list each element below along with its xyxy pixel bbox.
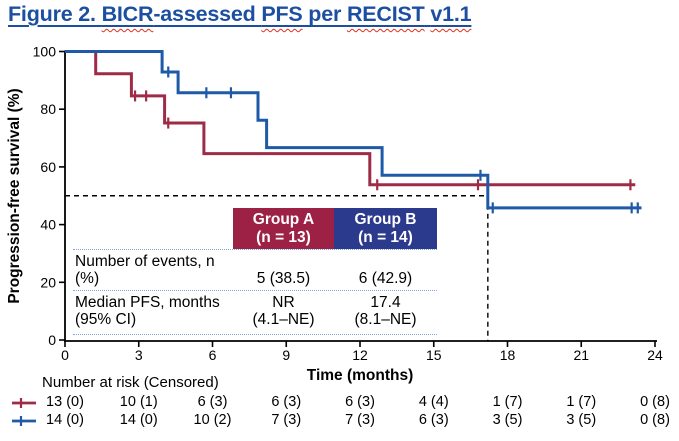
at-risk-value: 7 (3) bbox=[345, 412, 375, 428]
curve-marker-icon bbox=[12, 398, 36, 408]
group-a-name: Group A bbox=[252, 210, 315, 228]
stats-row-median-pfs: Median PFS, months (95% CI) NR (4.1–NE) … bbox=[73, 291, 437, 335]
stats-header-group-a: Group A (n = 13) bbox=[233, 208, 334, 249]
stats-row-events: Number of events, n (%) 5 (38.5) 6 (42.9… bbox=[73, 250, 437, 291]
x-tick-label: 0 bbox=[61, 347, 69, 363]
group-b-n: (n = 14) bbox=[358, 228, 413, 246]
y-tick-label: 0 bbox=[48, 332, 56, 348]
y-axis-label: Progression-free survival (%) bbox=[6, 88, 23, 303]
at-risk-value: 7 (3) bbox=[271, 412, 302, 428]
title-word: Figure 2. bbox=[8, 2, 102, 26]
at-risk-value: 6 (3) bbox=[197, 394, 228, 410]
title-word: per bbox=[302, 2, 347, 26]
page-title: Figure 2. BICR-assessed PFS per RECIST v… bbox=[8, 2, 472, 27]
title-word-misspelled: PFS bbox=[261, 2, 303, 26]
y-tick-label: 60 bbox=[40, 159, 56, 175]
number-at-risk-label: Number at risk (Censored) bbox=[42, 374, 219, 391]
x-tick-label: 15 bbox=[426, 347, 442, 363]
at-risk-value: 6 (3) bbox=[271, 394, 302, 410]
y-tick-label: 40 bbox=[40, 217, 56, 233]
title-word-misspelled: RECIST bbox=[346, 2, 425, 26]
title-word: -assessed bbox=[153, 2, 262, 26]
at-risk-value: 0 (8) bbox=[640, 412, 670, 428]
at-risk-value: 13 (0) bbox=[46, 394, 84, 410]
stats-header-group-b: Group B (n = 14) bbox=[334, 208, 437, 249]
at-risk-value: 4 (4) bbox=[418, 394, 449, 410]
title-word-misspelled: v1.1 bbox=[430, 2, 472, 26]
median-value-group-a: NR (4.1–NE) bbox=[252, 294, 315, 328]
at-risk-value: 6 (3) bbox=[418, 412, 449, 428]
curve-marker-icon bbox=[12, 416, 36, 426]
at-risk-value: 3 (5) bbox=[566, 412, 597, 428]
x-tick-label: 24 bbox=[647, 347, 663, 363]
group-b-name: Group B bbox=[354, 210, 417, 228]
x-tick-label: 9 bbox=[282, 347, 290, 363]
at-risk-value: 0 (8) bbox=[640, 394, 670, 410]
x-tick-label: 3 bbox=[135, 347, 143, 363]
median-row-label: Median PFS, months (95% CI) bbox=[75, 294, 220, 328]
at-risk-value: 1 (7) bbox=[566, 394, 597, 410]
at-risk-row-group-b: 14 (0) 14 (0) 10 (2) 7 (3) 7 (3) 6 (3) 3 (5) 3 … bbox=[0, 412, 679, 430]
at-risk-value: 14 (0) bbox=[119, 412, 158, 428]
at-risk-value: 6 (3) bbox=[345, 394, 375, 410]
at-risk-value: 10 (2) bbox=[193, 412, 232, 428]
events-row-label: Number of events, n (%) bbox=[75, 253, 215, 287]
at-risk-row-group-a: 13 (0) 10 (1) 6 (3) 6 (3) 6 (3) 4 (4) 1 (7) 1 (… bbox=[0, 394, 679, 412]
x-tick-label: 18 bbox=[500, 347, 516, 363]
group-a-n: (n = 13) bbox=[256, 228, 311, 246]
events-value-group-b: 6 (42.9) bbox=[358, 270, 413, 287]
km-curve-group-b bbox=[65, 50, 642, 210]
title-word-misspelled: BICR bbox=[101, 2, 154, 26]
at-risk-value: 10 (1) bbox=[119, 394, 158, 410]
km-curve-group-a bbox=[65, 50, 636, 187]
y-tick-label: 100 bbox=[33, 44, 57, 60]
x-axis-label: Time (months) bbox=[307, 367, 414, 384]
at-risk-value: 3 (5) bbox=[492, 412, 523, 428]
stats-table-header-row: Group A (n = 13) Group B (n = 14) bbox=[73, 208, 437, 250]
y-tick-label: 80 bbox=[40, 101, 56, 117]
x-tick-label: 21 bbox=[573, 347, 589, 363]
at-risk-value: 14 (0) bbox=[46, 412, 84, 428]
events-value-group-a: 5 (38.5) bbox=[256, 270, 311, 287]
at-risk-value: 1 (7) bbox=[492, 394, 523, 410]
x-tick-label: 6 bbox=[209, 347, 217, 363]
stats-table: Group A (n = 13) Group B (n = 14) Number… bbox=[73, 208, 437, 335]
y-tick-label: 20 bbox=[40, 274, 56, 290]
median-value-group-b: 17.4 (8.1–NE) bbox=[354, 294, 417, 328]
x-tick-label: 12 bbox=[352, 347, 368, 363]
